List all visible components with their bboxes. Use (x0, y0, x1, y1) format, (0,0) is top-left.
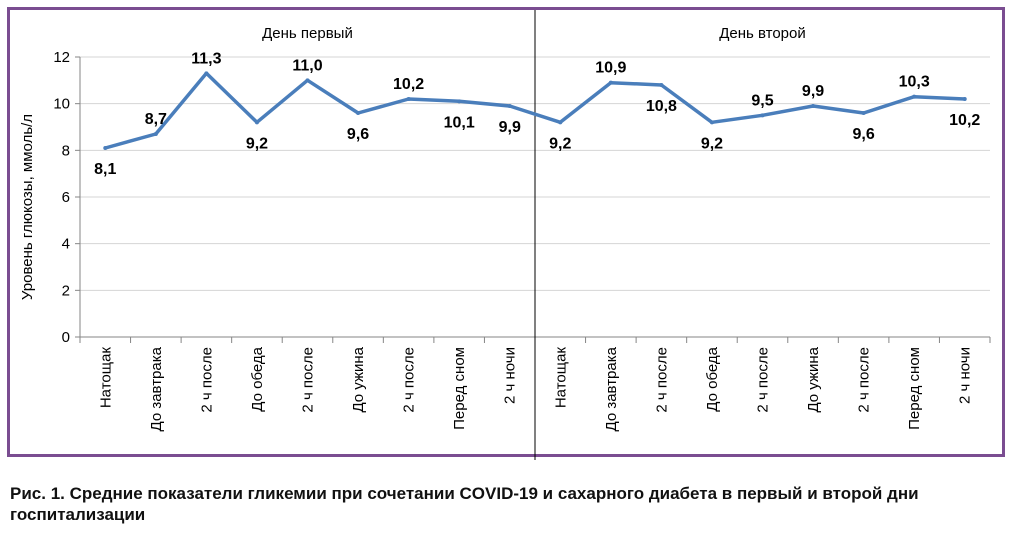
x-category-label: Натощак (552, 347, 569, 409)
data-point (760, 113, 765, 118)
x-category-label: 2 ч после (198, 347, 215, 413)
data-label: 9,9 (802, 83, 824, 100)
x-category-label: Натощак (97, 347, 114, 409)
data-label: 11,0 (292, 57, 322, 74)
data-label: 11,3 (191, 50, 221, 67)
data-label: 10,2 (949, 112, 980, 129)
x-category-label: До обеда (704, 346, 721, 411)
data-label: 9,5 (751, 92, 773, 109)
x-category-label: До ужина (350, 346, 367, 412)
data-point (861, 111, 866, 115)
y-tick-label: 0 (62, 329, 70, 346)
group-label: День второй (719, 25, 806, 42)
data-label: 10,1 (444, 114, 475, 131)
data-point (962, 97, 967, 101)
data-label: 9,2 (701, 135, 723, 152)
data-label: 10,9 (595, 60, 626, 77)
data-point (558, 120, 563, 125)
data-label: 10,2 (393, 76, 424, 93)
y-tick-label: 8 (62, 142, 70, 159)
data-point (356, 111, 361, 115)
data-label: 8,1 (94, 161, 116, 178)
y-tick-label: 6 (62, 189, 70, 206)
group-label: День первый (262, 25, 353, 42)
data-label: 10,8 (646, 98, 677, 115)
data-label: 8,7 (145, 111, 167, 128)
data-label: 9,6 (852, 126, 874, 143)
data-point (153, 132, 158, 136)
y-tick-label: 2 (62, 282, 70, 299)
x-category-label: 2 ч ночи (957, 347, 974, 404)
y-tick-label: 4 (62, 236, 70, 253)
x-category-label: До ужина (805, 346, 822, 412)
data-label: 9,9 (499, 119, 521, 136)
data-label: 9,6 (347, 126, 369, 143)
data-label: 9,2 (549, 135, 571, 152)
data-point (204, 71, 209, 76)
y-tick-label: 12 (53, 49, 70, 66)
x-category-label: 2 ч после (401, 347, 418, 413)
series-line (103, 71, 967, 150)
glucose-line-chart: 0 2 4 6 8 10 12 Уровень глюкозы, ммоль/л Натощак… (19, 10, 991, 460)
x-category-label: 2 ч после (300, 347, 317, 413)
data-point (608, 80, 613, 85)
data-point (406, 97, 411, 101)
x-category-label: 2 ч после (856, 347, 873, 413)
chart-frame (7, 7, 1005, 457)
x-category-label: Перед сном (906, 347, 923, 430)
x-category-label: 2 ч после (755, 347, 772, 413)
x-category-label: До завтрака (603, 346, 620, 431)
data-point (709, 120, 714, 125)
x-category-label: Перед сном (451, 347, 468, 430)
y-tick-label: 10 (53, 96, 70, 113)
x-category-label: 2 ч после (653, 347, 670, 413)
data-point (659, 83, 664, 87)
data-point (457, 99, 462, 104)
data-label: 10,3 (899, 74, 930, 91)
x-category-label: До завтрака (148, 346, 165, 431)
data-point (305, 78, 310, 83)
data-label: 9,2 (246, 135, 268, 152)
y-axis-title: Уровень глюкозы, ммоль/л (19, 114, 36, 300)
x-category-label: 2 ч ночи (502, 347, 519, 404)
data-point (103, 146, 108, 150)
data-point (811, 104, 816, 108)
figure-caption: Рис. 1. Средние показатели гликемии при … (10, 484, 919, 524)
data-point (507, 104, 512, 108)
x-category-label: До обеда (249, 346, 266, 411)
data-point (254, 120, 259, 125)
data-point (912, 94, 917, 99)
